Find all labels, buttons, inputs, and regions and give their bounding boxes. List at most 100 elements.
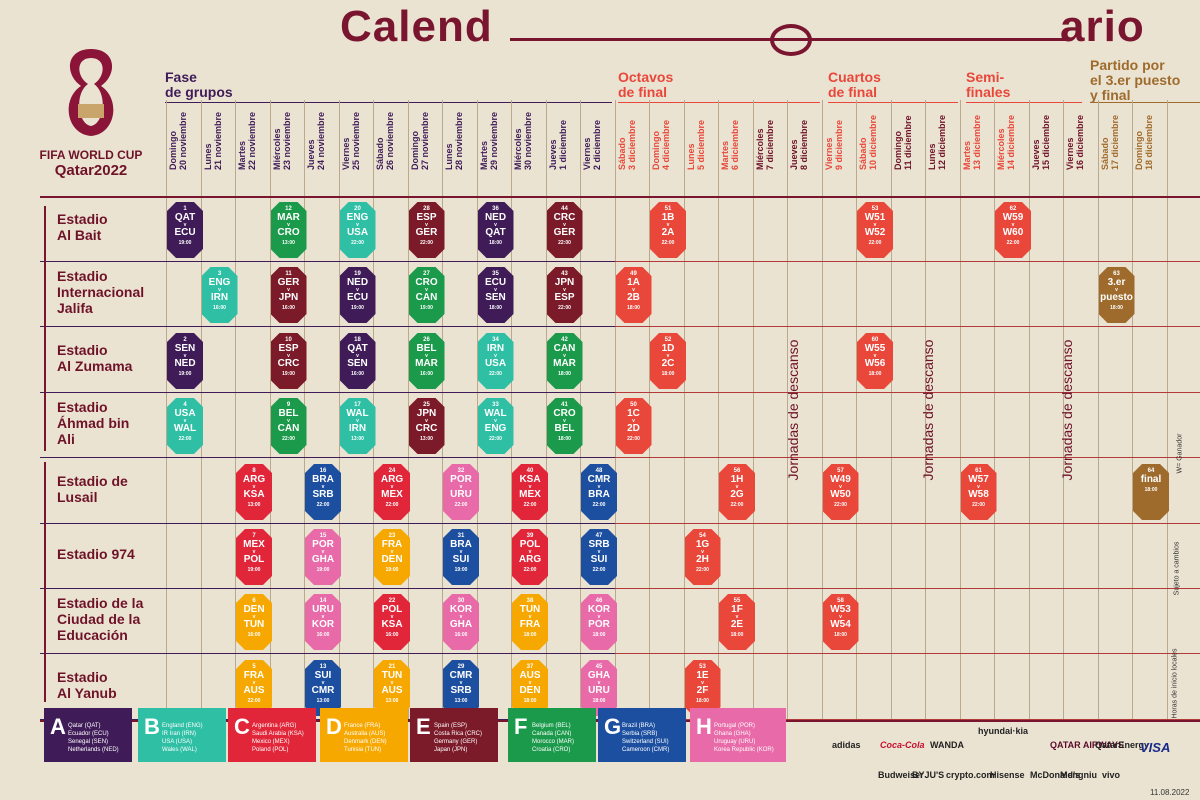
kickoff-time: 18:00: [558, 436, 571, 442]
grid-column-line: [407, 100, 409, 720]
match-number: 52: [664, 337, 672, 343]
vs: v: [390, 484, 394, 490]
match-number: 27: [423, 271, 430, 277]
grid-column-line: [856, 100, 857, 720]
legend-team: Canada (CAN): [532, 731, 572, 737]
team-a: W57: [968, 474, 989, 485]
match-number: 61: [975, 468, 982, 474]
sponsor-logo: Budweiser: [878, 770, 924, 780]
legend-team: Croatia (CRO): [532, 747, 571, 753]
kickoff-time: 22:00: [834, 502, 847, 508]
grid-column-line: [545, 100, 547, 720]
date-label: Lunes 21 noviembre: [202, 111, 223, 170]
legend-team: Germany (GER): [434, 739, 478, 745]
legend-team: Belgium (BEL): [532, 723, 571, 729]
kickoff-time: 22:00: [282, 436, 295, 442]
phase-underline: [165, 102, 612, 103]
phase-label-line: Partido por: [1090, 57, 1165, 73]
title-right: ario: [1060, 2, 1145, 51]
kickoff-time: 18:00: [592, 698, 606, 704]
date-header: Domingo 27 noviembre: [410, 100, 436, 190]
legend-team: Ghana (GHA): [714, 731, 751, 737]
grid-column-line: [476, 100, 478, 720]
match-card: 22 POL v KSA 16:00: [374, 594, 410, 650]
grid-column-line: [994, 100, 995, 720]
vs: v: [425, 287, 428, 293]
kickoff-time: 22:00: [178, 436, 192, 442]
fifa-logo: FIFA WORLD CUP Qatar2022: [36, 44, 146, 184]
date-header: Sábado 26 noviembre: [375, 100, 401, 190]
team-a: JPN: [554, 277, 575, 288]
team-a: final: [1140, 474, 1162, 485]
match-number: 63: [1113, 271, 1120, 277]
phase-underline: [966, 102, 1082, 103]
legend-group-h: H Portugal (POR) Ghana (GHA) Uruguay (URU) K…: [690, 708, 786, 762]
legend-team: Uruguay (URU): [714, 739, 756, 745]
row-line: [40, 326, 615, 327]
team-b: 2B: [627, 292, 640, 303]
match-card: 63 3.er v puesto 18:00: [1098, 267, 1135, 323]
vs: v: [735, 484, 739, 490]
vs: v: [425, 222, 428, 228]
legend-team: Korea Republic (KOR): [714, 747, 774, 753]
team-a: NED: [484, 212, 507, 223]
title-left: Calend: [340, 2, 493, 51]
legend-team: Wales (WAL): [162, 747, 197, 753]
date-header: Viernes 9 diciembre: [824, 100, 850, 190]
team-a: GER: [277, 277, 300, 288]
team-b: URU: [588, 685, 610, 696]
grid-column-line: [338, 100, 340, 720]
vs: v: [287, 418, 290, 424]
match-number: 28: [423, 206, 430, 212]
vs: v: [425, 353, 428, 359]
legend-teams: Qatar (QAT) Ecuador (ECU) Senegal (SEN) Net…: [68, 722, 119, 754]
sponsor-logo: QatarEnergy: [1095, 740, 1150, 750]
match-number: 3: [217, 271, 222, 277]
kickoff-time: 13:00: [420, 436, 433, 442]
phase-label-line: Cuartos: [828, 69, 881, 85]
team-a: SEN: [174, 343, 196, 354]
phase-label-line: y final: [1090, 87, 1131, 103]
legend-letter: D: [326, 714, 342, 739]
date-label: Martes 22 noviembre: [237, 111, 257, 170]
vs: v: [218, 287, 221, 293]
match-number: 53: [699, 664, 706, 670]
date-header: Domingo 4 diciembre: [651, 100, 677, 190]
match-card: 8 ARG v KSA 13:00: [236, 464, 272, 520]
vs: v: [632, 287, 635, 293]
legend-teams: Belgium (BEL) Canada (CAN) Morocco (MAR) Cr…: [532, 722, 574, 754]
stadium-name: Estadio 974: [57, 546, 135, 562]
team-b: POR: [588, 619, 610, 630]
match-card: 27 CRO v CAN 19:00: [408, 267, 445, 323]
match-number: 57: [837, 468, 844, 474]
date-label: Domingo 4 diciembre: [651, 119, 671, 170]
match-number: 24: [388, 468, 396, 474]
legend-letter: G: [604, 714, 622, 739]
phase-label: Semi-finales: [966, 70, 1010, 100]
stadium-name-line: Al Bait: [57, 226, 102, 243]
date-label: Viernes 25 noviembre: [340, 111, 361, 170]
match-card: 3 ENG v IRN 16:00: [201, 267, 238, 323]
match-number: 53: [871, 206, 879, 212]
team-a: WAL: [346, 408, 369, 419]
phase-label: Octavos de final: [618, 70, 673, 100]
legend-group-d: D France (FRA) Australia (AUS) Denmark (DEN…: [320, 708, 408, 762]
team-a: BEL: [278, 408, 299, 419]
date-label: Sábado 26 noviembre: [375, 111, 395, 170]
team-b: BRA: [588, 489, 610, 500]
match-number: 46: [595, 598, 603, 604]
team-a: POL: [381, 604, 403, 615]
match-card: 12 MAR v CRO 13:00: [270, 202, 307, 258]
legend-group-c: C Argentina (ARG) Saudi Arabia (KSA) Mexico…: [228, 708, 316, 762]
stadium-name-line: Estadio: [57, 210, 108, 227]
match-card: 37 AUS v DEN 18:00: [512, 660, 548, 716]
match-number: 14: [319, 598, 327, 604]
team-a: CRC: [553, 212, 576, 223]
stadium-name: Estadio de la Ciudad de la Educación: [57, 595, 143, 643]
date-label: Viernes 16 diciembre: [1065, 114, 1085, 170]
team-a: CAN: [553, 343, 576, 354]
match-number: 37: [526, 664, 534, 670]
match-number: 23: [388, 533, 396, 539]
team-b: SEN: [347, 358, 368, 369]
kickoff-time: 16:00: [213, 305, 226, 311]
